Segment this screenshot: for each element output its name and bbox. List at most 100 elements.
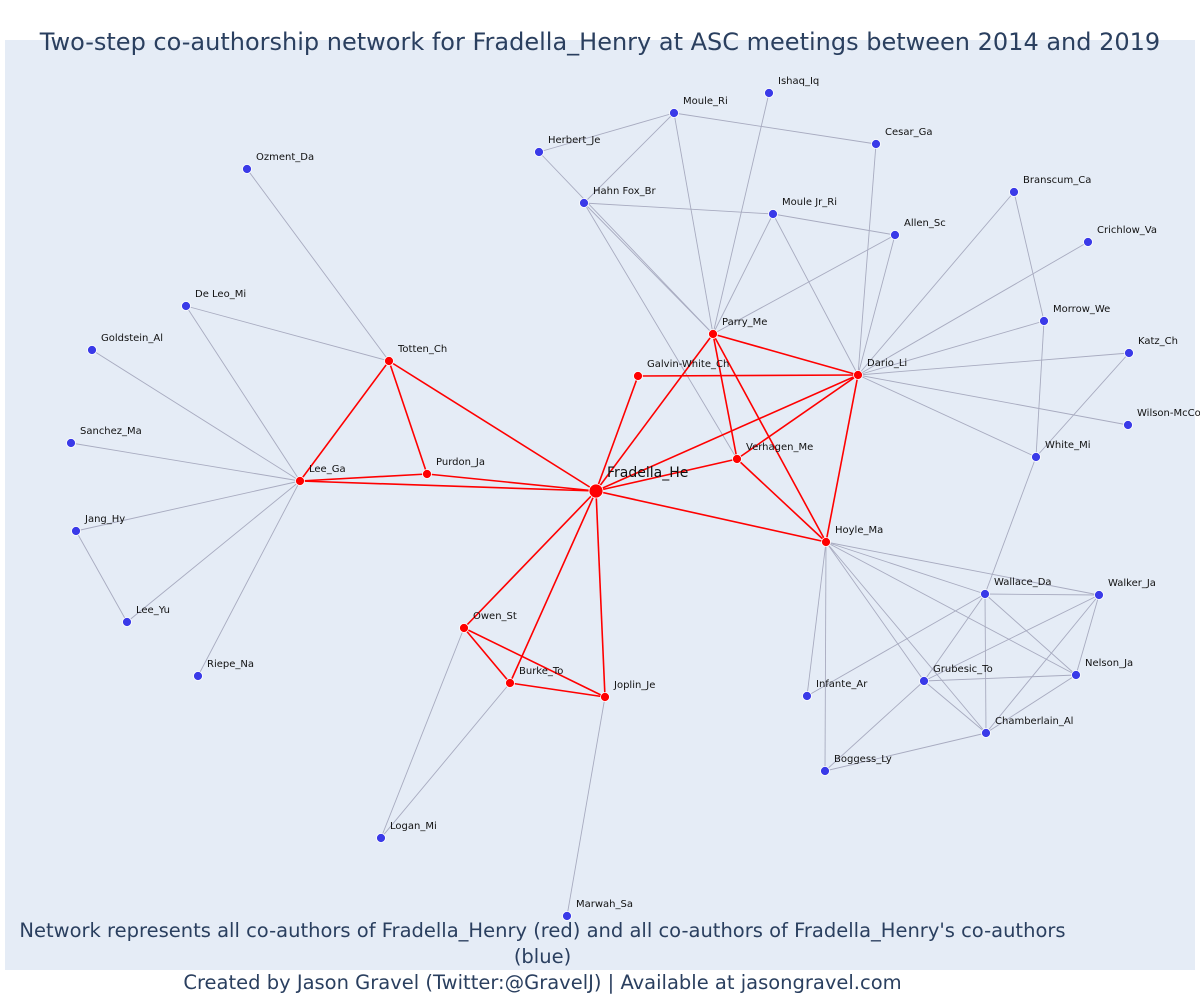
node-lee-ga[interactable] xyxy=(295,476,305,486)
node-cesar-ga[interactable] xyxy=(871,139,881,149)
node-galvin-white-ch[interactable] xyxy=(633,371,643,381)
edge-crichlow-va-dario-li xyxy=(857,241,1089,376)
node-label-de-leo-mi: De Leo_Mi xyxy=(195,289,246,300)
node-label-grubesic-to: Grubesic_To xyxy=(933,664,993,675)
node-label-purdon-ja: Purdon_Ja xyxy=(436,457,485,468)
node-white-mi[interactable] xyxy=(1031,452,1041,462)
edge-moule-ri-herbert-je xyxy=(538,112,675,153)
edge-hoyle-ma-wallace-da xyxy=(825,541,986,595)
node-branscum-ca[interactable] xyxy=(1009,187,1019,197)
node-label-ozment-da: Ozment_Da xyxy=(256,152,314,163)
edge-lee-yu-lee-ga xyxy=(126,480,301,623)
node-label-jang-hy: Jang_Hy xyxy=(84,514,125,525)
node-goldstein-al[interactable] xyxy=(87,345,97,355)
edge-moule-jr-ri-dario-li xyxy=(772,213,859,376)
edge-morrow-we-dario-li xyxy=(857,320,1045,376)
edge-de-leo-mi-totten-ch xyxy=(185,305,390,362)
edge-parry-me-verhagen-me xyxy=(712,333,738,460)
edge-katz-ch-white-mi xyxy=(1035,352,1130,458)
node-boggess-ly[interactable] xyxy=(820,766,830,776)
node-moule-jr-ri[interactable] xyxy=(768,209,778,219)
node-label-katz-ch: Katz_Ch xyxy=(1138,336,1178,347)
node-grubesic-to[interactable] xyxy=(919,676,929,686)
node-wallace-da[interactable] xyxy=(980,589,990,599)
node-marwah-sa[interactable] xyxy=(562,911,572,921)
node-label-walker-ja: Walker_Ja xyxy=(1108,578,1156,589)
edge-sanchez-ma-lee-ga xyxy=(70,442,301,482)
node-label-hoyle-ma: Hoyle_Ma xyxy=(835,525,883,536)
node-jang-hy[interactable] xyxy=(71,526,81,536)
edge-hoyle-ma-grubesic-to xyxy=(825,541,925,682)
node-walker-ja[interactable] xyxy=(1094,590,1104,600)
node-hoyle-ma[interactable] xyxy=(821,537,831,547)
edge-wallace-da-chamberlain-al xyxy=(984,593,987,734)
node-label-white-mi: White_Mi xyxy=(1045,440,1090,451)
node-allen-sc[interactable] xyxy=(890,230,900,240)
node-herbert-je[interactable] xyxy=(534,147,544,157)
node-label-goldstein-al: Goldstein_Al xyxy=(101,333,163,344)
node-owen-st[interactable] xyxy=(459,623,469,633)
node-label-sanchez-ma: Sanchez_Ma xyxy=(80,426,142,437)
edge-cesar-ga-dario-li xyxy=(857,143,877,376)
edge-owen-st-joplin-je xyxy=(463,627,606,698)
edge-parry-me-dario-li xyxy=(712,333,859,376)
node-ishaq-iq[interactable] xyxy=(764,88,774,98)
edge-wallace-da-infante-ar xyxy=(806,593,986,697)
edge-branscum-ca-morrow-we xyxy=(1013,191,1045,322)
edge-fradella-he-parry-me xyxy=(595,333,714,492)
node-nelson-ja[interactable] xyxy=(1071,670,1081,680)
edge-moule-jr-ri-allen-sc xyxy=(772,213,896,236)
node-label-lee-yu: Lee_Yu xyxy=(136,605,170,616)
node-lee-yu[interactable] xyxy=(122,617,132,627)
node-morrow-we[interactable] xyxy=(1039,316,1049,326)
node-wilson-mcco[interactable] xyxy=(1123,420,1133,430)
edge-fradella-he-joplin-je xyxy=(595,490,606,698)
node-parry-me[interactable] xyxy=(708,329,718,339)
edge-owen-st-burke-to xyxy=(463,627,511,684)
node-totten-ch[interactable] xyxy=(384,356,394,366)
edge-totten-ch-lee-ga xyxy=(299,360,390,482)
edge-riepe-na-lee-ga xyxy=(197,480,301,677)
node-purdon-ja[interactable] xyxy=(422,469,432,479)
node-dario-li[interactable] xyxy=(853,370,863,380)
node-label-herbert-je: Herbert_Je xyxy=(548,135,600,146)
node-fradella-he[interactable] xyxy=(588,483,604,499)
caption-line-1: Network represents all co-authors of Fra… xyxy=(19,919,1066,968)
node-label-nelson-ja: Nelson_Ja xyxy=(1085,658,1133,669)
node-ozment-da[interactable] xyxy=(242,164,252,174)
node-crichlow-va[interactable] xyxy=(1083,237,1093,247)
node-sanchez-ma[interactable] xyxy=(66,438,76,448)
edge-hoyle-ma-boggess-ly xyxy=(824,541,827,772)
edge-logan-mi-owen-st xyxy=(380,627,465,839)
edge-walker-ja-nelson-ja xyxy=(1075,594,1100,676)
edge-hoyle-ma-infante-ar xyxy=(806,541,827,697)
caption-line-2: Created by Jason Gravel (Twitter:@Gravel… xyxy=(183,971,902,994)
node-moule-ri[interactable] xyxy=(669,108,679,118)
node-joplin-je[interactable] xyxy=(600,692,610,702)
node-logan-mi[interactable] xyxy=(376,833,386,843)
edge-moule-jr-ri-parry-me xyxy=(712,213,774,335)
node-infante-ar[interactable] xyxy=(802,691,812,701)
edge-verhagen-me-dario-li xyxy=(736,374,859,460)
node-burke-to[interactable] xyxy=(505,678,515,688)
node-label-wallace-da: Wallace_Da xyxy=(994,577,1052,588)
node-katz-ch[interactable] xyxy=(1124,348,1134,358)
edge-fradella-he-dario-li xyxy=(595,374,859,492)
node-label-riepe-na: Riepe_Na xyxy=(207,659,254,670)
edge-fradella-he-burke-to xyxy=(509,490,597,684)
node-chamberlain-al[interactable] xyxy=(981,728,991,738)
node-label-verhagen-me: Verhagen_Me xyxy=(746,442,813,453)
edge-allen-sc-parry-me xyxy=(712,234,896,335)
node-label-totten-ch: Totten_Ch xyxy=(397,344,447,355)
node-label-chamberlain-al: Chamberlain_Al xyxy=(995,716,1073,727)
node-de-leo-mi[interactable] xyxy=(181,301,191,311)
edge-fradella-he-purdon-ja xyxy=(426,473,597,492)
edge-dario-li-hoyle-ma xyxy=(825,374,859,543)
node-hahn-fox-br[interactable] xyxy=(579,198,589,208)
edge-walker-ja-grubesic-to xyxy=(923,594,1100,682)
node-riepe-na[interactable] xyxy=(193,671,203,681)
node-verhagen-me[interactable] xyxy=(732,454,742,464)
node-label-ishaq-iq: Ishaq_Iq xyxy=(778,76,819,87)
nodes-layer xyxy=(66,88,1134,921)
